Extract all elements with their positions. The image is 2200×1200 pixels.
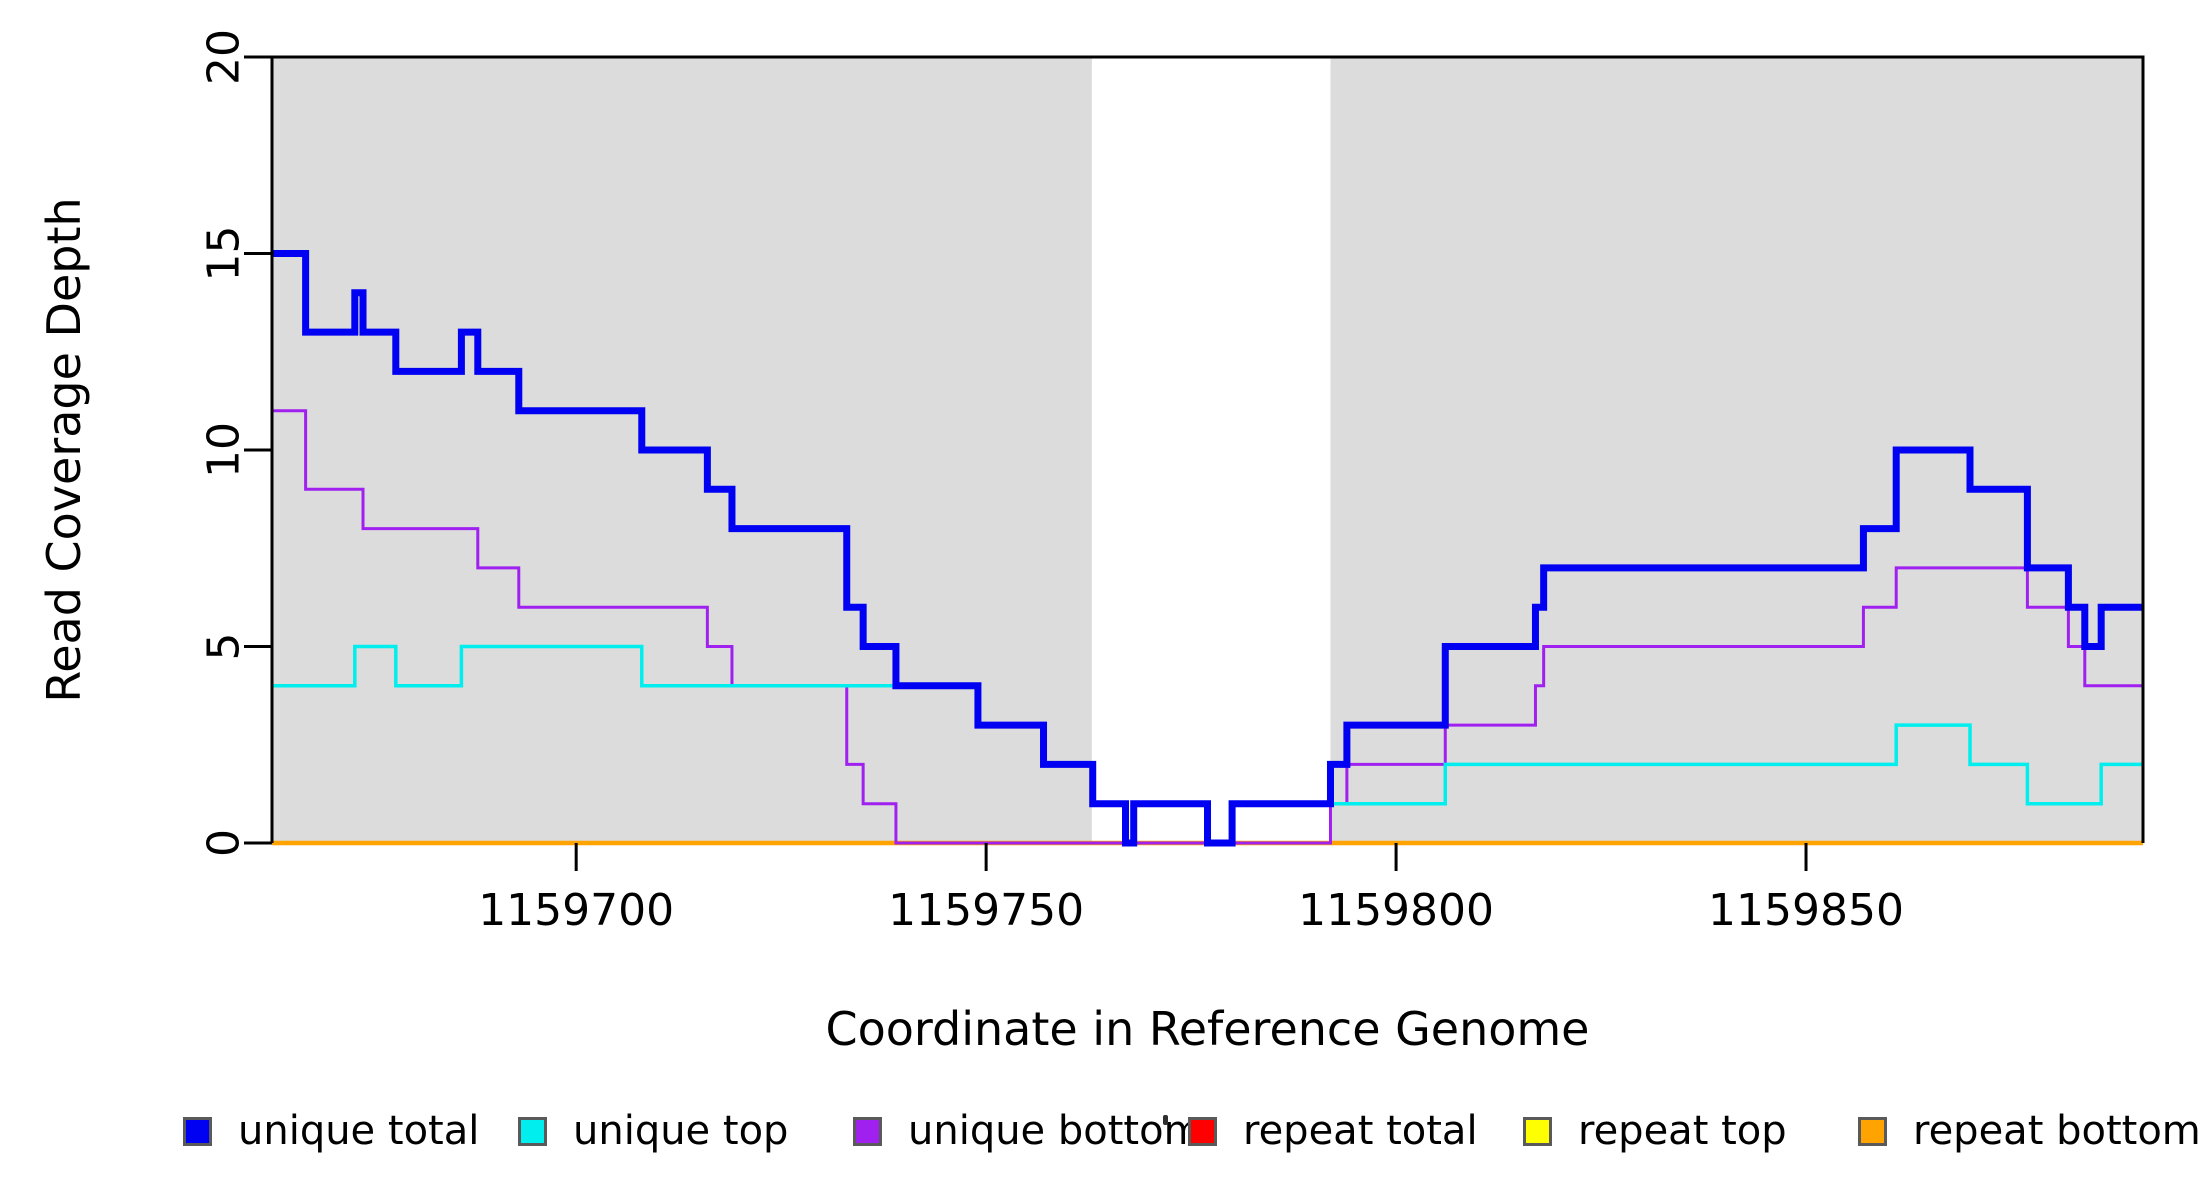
y-tick-label: 5 <box>199 633 250 661</box>
legend-label-repeat-total: repeat total <box>1243 1108 1478 1154</box>
x-tick-label: 1159800 <box>1298 885 1494 936</box>
legend-item-repeat-top: repeat top <box>1523 1103 1787 1159</box>
legend-label-repeat-bottom: repeat bottom <box>1913 1108 2200 1154</box>
legend-item-unique-total: unique total <box>183 1103 479 1159</box>
legend-item-unique-top: unique top <box>518 1103 788 1159</box>
series-unique-bottom-line <box>272 409 2143 845</box>
legend: unique total unique top unique bottom repea… <box>0 1103 2200 1159</box>
legend-label-repeat-top: repeat top <box>1578 1108 1787 1154</box>
legend-item-repeat-bottom: repeat bottom <box>1858 1103 2200 1159</box>
legend-label-unique-top: unique top <box>573 1108 789 1154</box>
legend-item-unique-bottom: unique bottom <box>853 1103 1203 1159</box>
legend-label-unique-bottom: unique bottom <box>908 1108 1203 1154</box>
legend-swatch-repeat-top <box>1523 1116 1552 1146</box>
x-tick-label: 1159750 <box>888 885 1084 936</box>
x-axis-title: Coordinate in Reference Genome <box>825 1002 1590 1056</box>
legend-swatch-unique-bottom <box>853 1116 882 1146</box>
y-tick-label: 20 <box>199 29 250 85</box>
y-tick-label: 0 <box>199 829 250 857</box>
legend-swatch-repeat-total <box>1188 1116 1217 1146</box>
legend-swatch-repeat-bottom <box>1858 1116 1887 1146</box>
legend-label-unique-total: unique total <box>238 1108 480 1154</box>
x-tick-label: 1159850 <box>1708 885 1904 936</box>
coverage-chart: 0 5 10 15 20 1159700 1159750 1159800 1159850 <box>199 29 2145 936</box>
legend-swatch-unique-total <box>183 1116 212 1146</box>
series-unique-total-line <box>272 250 2143 847</box>
y-axis-title: Read Coverage Depth <box>37 197 91 703</box>
legend-artifact-dot <box>1163 1115 1168 1125</box>
legend-item-repeat-total: repeat total <box>1188 1103 1478 1159</box>
x-tick-label: 1159700 <box>478 885 674 936</box>
y-tick-label: 15 <box>199 226 250 282</box>
y-tick-label: 10 <box>199 422 250 478</box>
shaded-region-right <box>1330 57 2143 843</box>
legend-swatch-unique-top <box>518 1116 547 1146</box>
